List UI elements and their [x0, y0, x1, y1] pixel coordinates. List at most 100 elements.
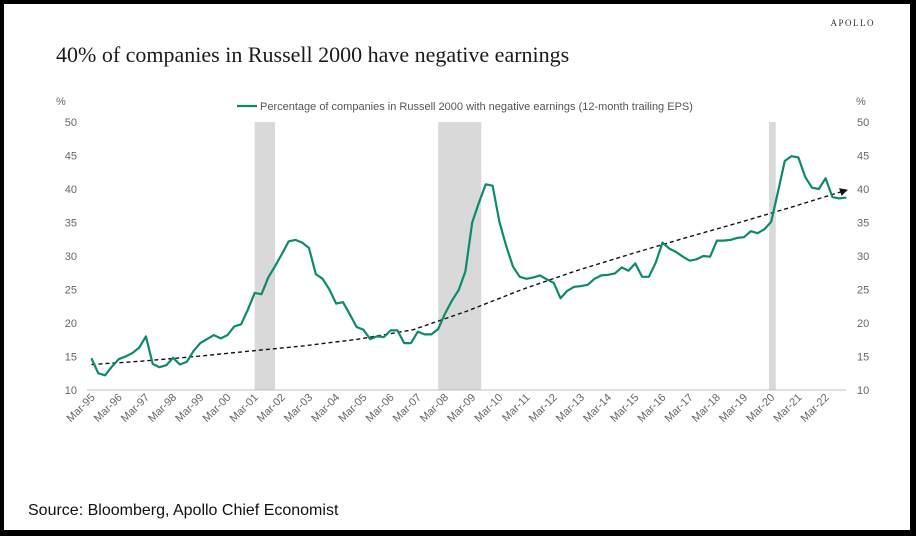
series-point: [593, 278, 596, 280]
series-point: [498, 221, 500, 223]
x-tick-label: Mar-02: [255, 392, 288, 425]
x-tick-label: Mar-00: [200, 392, 233, 425]
series-point: [396, 329, 398, 331]
series-point: [797, 156, 800, 159]
x-tick-label: Mar-11: [500, 392, 533, 425]
series-point: [199, 342, 201, 344]
series-point: [607, 274, 609, 276]
x-tick-label: Mar-97: [119, 392, 152, 425]
series-point: [729, 239, 732, 241]
series-point: [478, 201, 480, 203]
series-point: [220, 337, 222, 339]
right-y-axis: 10 15 20 25 30 35 40 45 50: [857, 117, 869, 397]
series-point: [818, 188, 820, 190]
series-point: [288, 240, 290, 242]
series-point: [825, 177, 827, 179]
series-point: [471, 221, 473, 224]
series-point: [661, 242, 664, 244]
x-tick-label: Mar-22: [799, 392, 832, 425]
series-point: [770, 221, 772, 223]
series-point: [485, 183, 487, 185]
x-tick-label: Mar-20: [744, 392, 777, 425]
series-point: [750, 230, 752, 232]
series-point: [458, 289, 460, 291]
series-point: [349, 313, 351, 315]
series-point: [254, 292, 256, 294]
series-point: [376, 335, 378, 337]
series-point: [118, 358, 120, 360]
series-point: [784, 160, 786, 162]
recession-band: [438, 122, 482, 390]
y-tick-label-right: 40: [857, 184, 869, 196]
series-point: [444, 313, 446, 315]
series-point: [845, 197, 847, 199]
series-point: [723, 240, 725, 242]
series-point: [240, 323, 242, 325]
y-tick-label-left: 35: [65, 218, 77, 230]
x-tick-label: Mar-96: [92, 392, 125, 425]
series-point: [519, 276, 521, 278]
series-point: [179, 363, 181, 366]
series-point: [152, 363, 154, 365]
series-point: [539, 274, 541, 276]
series-point: [655, 262, 657, 264]
y-tick-label-left: 45: [65, 151, 77, 163]
series-point: [546, 278, 548, 280]
series-point: [104, 374, 106, 376]
series-point: [424, 333, 426, 335]
series-point: [736, 237, 738, 239]
y-tick-label-right: 15: [857, 352, 869, 364]
x-tick-label: Mar-17: [663, 392, 696, 425]
line-chart: 10 15 20 25 30 35 40 45 50 10 15 20 25 30 35 40 45 50 Ma…: [56, 96, 869, 425]
x-tick-label: Mar-19: [717, 392, 750, 425]
series-point: [247, 309, 249, 311]
series-point: [131, 352, 133, 354]
x-tick-label: Mar-05: [336, 392, 369, 425]
series-point: [206, 338, 208, 340]
series-point: [315, 273, 317, 275]
series-point: [301, 242, 303, 244]
x-tick-label: Mar-12: [527, 392, 560, 425]
y-tick-label-left: 50: [65, 117, 77, 129]
series-point: [451, 300, 453, 302]
series-point: [702, 255, 704, 257]
series-point: [804, 176, 806, 178]
series-point: [716, 240, 718, 242]
y-tick-label-left: 40: [65, 184, 77, 196]
series-point: [390, 329, 392, 331]
series-point: [417, 331, 419, 333]
y-tick-label-left: 20: [65, 318, 77, 330]
x-tick-label: Mar-16: [635, 392, 668, 425]
x-tick-label: Mar-14: [581, 392, 614, 425]
chart-frame: APOLLO 40% of companies in Russell 2000 …: [4, 4, 910, 530]
series-point: [634, 262, 636, 264]
series-point: [573, 286, 575, 288]
brand-logo: APOLLO: [830, 18, 875, 28]
series-point: [308, 247, 310, 249]
x-tick-label: Mar-04: [309, 392, 342, 425]
series-point: [811, 187, 813, 189]
x-axis: Mar-95Mar-96Mar-97Mar-98Mar-99Mar-00Mar-…: [65, 389, 846, 425]
series-point: [186, 361, 188, 363]
series-point: [430, 333, 432, 335]
trend-line: [91, 188, 848, 366]
x-tick-label: Mar-98: [146, 392, 179, 425]
series-point: [525, 278, 528, 280]
series-point: [138, 347, 140, 349]
series-point: [213, 334, 215, 336]
y-tick-label-left: 30: [65, 251, 77, 263]
series-point: [675, 251, 677, 253]
series-point: [532, 276, 534, 278]
series-point: [383, 336, 385, 338]
source-note: Source: Bloomberg, Apollo Chief Economis…: [28, 502, 339, 519]
series-point: [274, 265, 276, 267]
series-point: [743, 236, 745, 238]
y-tick-label-left: 15: [65, 352, 77, 364]
series-point: [621, 266, 623, 268]
x-tick-label: Mar-13: [554, 392, 587, 425]
series-point: [559, 297, 562, 299]
series-point: [791, 155, 793, 157]
series-point: [831, 196, 834, 198]
series-point: [165, 364, 167, 366]
series-point: [641, 276, 643, 278]
